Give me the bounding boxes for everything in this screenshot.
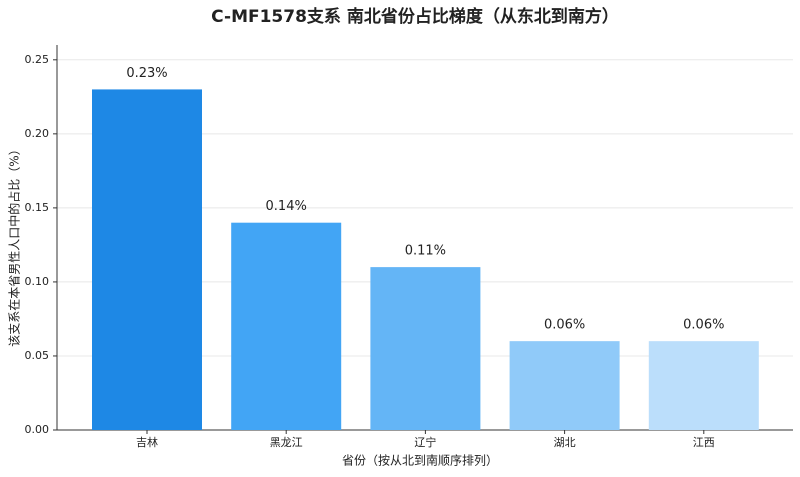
x-axis-label: 省份（按从北到南顺序排列） [342,453,498,468]
y-axis-label: 该支系在本省男性人口中的占比（%） [7,143,22,346]
y-tick-label: 0.25 [25,53,50,66]
bar [92,89,202,430]
bar [509,341,620,430]
value-label: 0.06% [544,318,585,333]
bar [231,222,342,430]
value-label: 0.06% [683,318,724,333]
value-label: 0.23% [126,66,167,81]
y-tick-label: 0.00 [25,423,50,436]
bar [648,341,759,430]
y-tick-label: 0.10 [25,275,50,288]
y-tick-label: 0.15 [25,201,50,214]
x-tick-label: 吉林 [136,435,158,449]
x-tick-label: 黑龙江 [270,436,303,449]
bar [370,267,481,430]
x-tick-label: 湖北 [554,436,576,449]
y-tick-label: 0.20 [25,127,50,140]
y-tick-label: 0.05 [25,349,50,362]
value-label: 0.11% [405,244,446,259]
value-label: 0.14% [266,199,307,214]
chart-title: C-MF1578支系 南北省份占比梯度（从东北到南方） [211,6,619,27]
x-tick-label: 辽宁 [414,435,436,449]
x-tick-label: 江西 [693,436,715,449]
